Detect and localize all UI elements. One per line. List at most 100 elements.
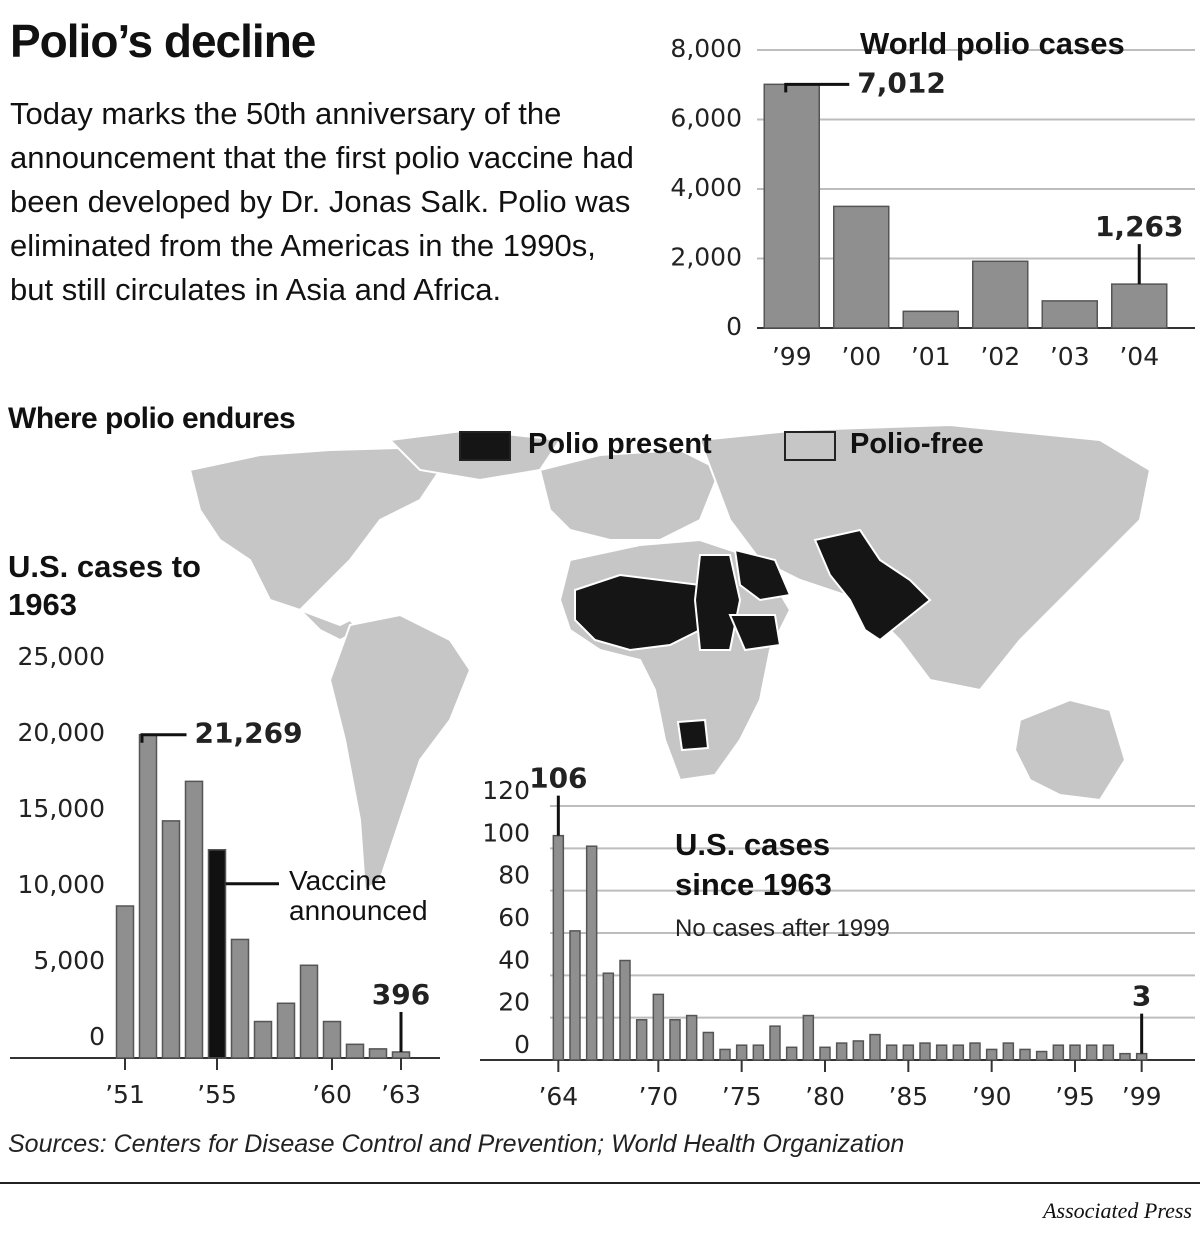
y-tick-label: 0 xyxy=(726,312,742,341)
bar xyxy=(833,205,890,329)
bar xyxy=(184,780,204,1059)
bar xyxy=(619,959,631,1061)
y-tick-label: 25,000 xyxy=(18,642,105,671)
bar xyxy=(885,1044,898,1061)
bar xyxy=(719,1048,731,1061)
x-tick-label: ’85 xyxy=(888,1082,928,1111)
bar xyxy=(368,1048,388,1059)
bar xyxy=(819,1046,831,1061)
bar xyxy=(1111,283,1168,329)
x-tick-label: ’03 xyxy=(1050,342,1090,371)
x-tick-label: ’80 xyxy=(805,1082,845,1111)
x-tick-label: ’70 xyxy=(638,1082,678,1111)
region xyxy=(728,614,782,652)
land xyxy=(538,448,722,541)
y-tick-label: 120 xyxy=(482,776,530,805)
x-tick-label: ’55 xyxy=(197,1080,237,1109)
y-tick-label: 6,000 xyxy=(670,104,742,133)
x-tick-label: ’63 xyxy=(381,1080,421,1109)
x-tick-label: ’04 xyxy=(1119,342,1159,371)
land xyxy=(698,423,1152,692)
bar xyxy=(602,972,615,1061)
polio-present-regions xyxy=(574,528,932,752)
x-tick-label: ’99 xyxy=(1122,1082,1162,1111)
bar xyxy=(985,1048,998,1061)
bar xyxy=(1119,1052,1131,1061)
chart-subtitle: No cases after 1999 xyxy=(675,915,890,942)
value-label: 3 xyxy=(1132,980,1151,1013)
y-tick-label: 20,000 xyxy=(18,718,105,747)
land xyxy=(1013,698,1127,802)
intro: Today marks the 50th anniversary of the … xyxy=(10,96,634,307)
bar xyxy=(785,1046,798,1061)
legend-label: Polio present xyxy=(528,428,712,460)
bar xyxy=(322,1020,342,1059)
region xyxy=(574,573,701,652)
x-tick-label: ’90 xyxy=(972,1082,1012,1111)
bar xyxy=(702,1031,715,1061)
bar xyxy=(585,845,598,1061)
credit: Associated Press xyxy=(1043,1198,1192,1223)
bar xyxy=(115,905,135,1059)
bar xyxy=(138,733,158,1059)
bar xyxy=(919,1042,931,1061)
bar xyxy=(969,1042,981,1061)
map-title: Where polio endures xyxy=(8,402,296,435)
y-tick-label: 4,000 xyxy=(670,173,742,202)
bar xyxy=(652,993,665,1061)
land xyxy=(328,613,472,892)
bar xyxy=(952,1044,965,1061)
bar xyxy=(1135,1052,1148,1061)
bar xyxy=(1085,1044,1098,1061)
region xyxy=(676,718,710,752)
bar xyxy=(1019,1048,1031,1061)
bar xyxy=(391,1051,411,1059)
bar xyxy=(902,310,959,329)
label-leader xyxy=(784,82,850,93)
bar xyxy=(1052,1044,1065,1061)
bar xyxy=(1041,300,1098,329)
bar xyxy=(161,820,181,1059)
bar xyxy=(685,1014,698,1061)
chart-title: U.S. cases to 1963 xyxy=(8,549,201,622)
bar xyxy=(802,1014,815,1061)
y-tick-label: 60 xyxy=(498,903,530,932)
bar xyxy=(935,1044,948,1061)
bar xyxy=(1002,1042,1015,1061)
value-label: 7,012 xyxy=(857,66,946,99)
bar xyxy=(1069,1044,1081,1061)
legend-swatch xyxy=(459,431,511,461)
bar xyxy=(902,1044,915,1061)
x-tick-label: ’60 xyxy=(312,1080,352,1109)
x-tick-label: ’75 xyxy=(722,1082,762,1111)
bar xyxy=(1035,1050,1048,1061)
bar xyxy=(835,1042,848,1061)
world-map xyxy=(188,423,1152,892)
value-label: 106 xyxy=(529,762,587,795)
annotation: Vaccine announced xyxy=(289,864,428,926)
y-tick-label: 2,000 xyxy=(670,243,742,272)
region xyxy=(733,548,792,602)
legend-swatch xyxy=(784,431,836,461)
chart-title: World polio cases xyxy=(860,26,1125,61)
bar xyxy=(852,1040,865,1061)
bar xyxy=(769,1025,781,1061)
y-tick-label: 20 xyxy=(498,988,530,1017)
y-tick-label: 100 xyxy=(482,818,530,847)
region xyxy=(813,528,932,642)
bar xyxy=(752,1044,765,1061)
bar xyxy=(735,1044,748,1061)
page-title: Polio’s decline xyxy=(10,15,316,67)
x-tick-label: ’95 xyxy=(1055,1082,1095,1111)
value-label: 396 xyxy=(372,978,430,1011)
sources: Sources: Centers for Disease Control and… xyxy=(8,1130,905,1158)
bar xyxy=(253,1020,273,1059)
label-leader xyxy=(140,733,187,743)
bar xyxy=(869,1033,881,1061)
value-label: 1,263 xyxy=(1095,210,1184,243)
x-tick-label: ’00 xyxy=(841,342,881,371)
y-tick-label: 80 xyxy=(498,861,530,890)
x-tick-label: ’01 xyxy=(911,342,951,371)
